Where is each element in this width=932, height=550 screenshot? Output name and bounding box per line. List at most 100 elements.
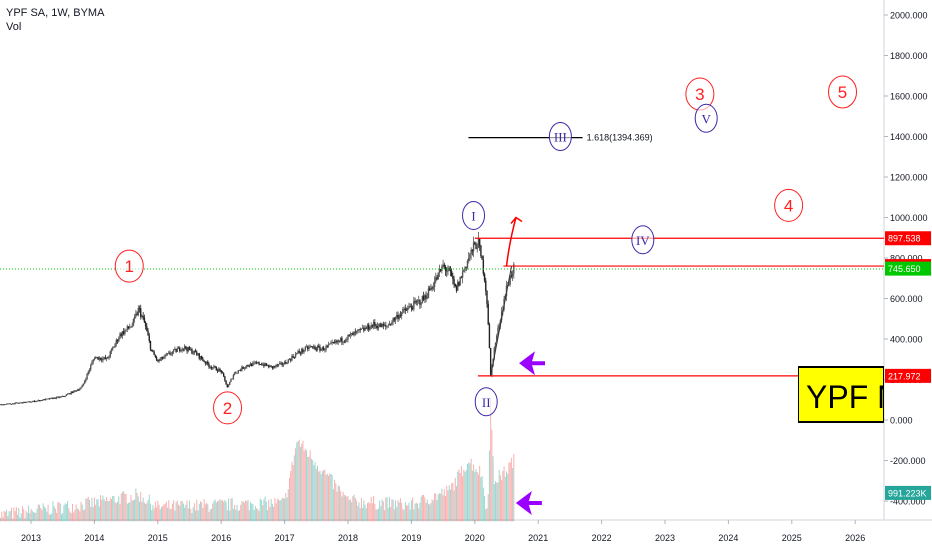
- candle-body: [486, 290, 488, 304]
- volume-bar: [343, 495, 345, 522]
- candle-body: [18, 402, 20, 404]
- candle-body: [255, 362, 258, 364]
- volume-bar: [338, 486, 340, 522]
- candle-body: [283, 361, 286, 365]
- wave-label: IV: [636, 233, 650, 248]
- volume-bar: [416, 503, 418, 522]
- volume-bar: [24, 518, 26, 522]
- candle-body: [70, 391, 72, 395]
- volume-bar: [241, 501, 243, 522]
- candle-body: [59, 396, 61, 398]
- candle-body: [372, 322, 375, 327]
- candle-body: [32, 400, 35, 402]
- candle-body: [203, 360, 205, 362]
- volume-bar: [181, 500, 183, 522]
- candle-body: [437, 272, 439, 280]
- candle-body: [207, 361, 209, 365]
- volume-bar: [246, 501, 248, 522]
- volume-bar: [488, 450, 490, 522]
- candle-body: [246, 365, 248, 368]
- volume-bar: [440, 493, 442, 522]
- candle-body: [471, 249, 474, 252]
- candle-body: [436, 277, 438, 280]
- volume-bar: [17, 514, 19, 522]
- volume-bar: [98, 506, 100, 522]
- volume-bar: [102, 495, 104, 522]
- candle-body: [296, 353, 298, 354]
- candle-body: [335, 340, 337, 343]
- volume-bar: [384, 510, 386, 522]
- candle-body: [238, 370, 241, 371]
- volume-bar: [436, 500, 438, 522]
- price-tick-label: 400.000: [890, 335, 923, 345]
- volume-bar: [349, 499, 351, 522]
- volume-bar: [364, 504, 366, 522]
- volume-bar: [19, 517, 21, 522]
- wave-label: 5: [838, 83, 847, 102]
- volume-bar: [162, 505, 164, 522]
- candle-body: [403, 308, 405, 310]
- wave-label: I: [471, 208, 475, 223]
- candle-body: [66, 394, 69, 395]
- candle-body: [344, 340, 347, 342]
- candle-body: [35, 401, 37, 403]
- volume-bar: [512, 467, 514, 522]
- volume-bar: [84, 509, 86, 522]
- candle-body: [426, 297, 428, 299]
- volume-bar: [275, 503, 277, 522]
- candle-body: [365, 327, 367, 329]
- volume-bar: [93, 497, 95, 522]
- candle-body: [62, 396, 64, 397]
- candle-body: [185, 346, 187, 349]
- volume-bar: [47, 504, 49, 522]
- candle-body: [129, 327, 131, 329]
- volume-bar: [425, 502, 427, 522]
- candle-body: [190, 349, 192, 351]
- volume-bar: [204, 504, 206, 522]
- volume-bar: [247, 499, 249, 522]
- candle-body: [191, 349, 193, 354]
- candle-body: [127, 326, 130, 328]
- volume-bar: [120, 493, 122, 522]
- candle-body: [91, 362, 93, 366]
- volume-bar: [168, 500, 170, 522]
- volume-bar: [325, 474, 327, 522]
- volume-bar: [21, 506, 23, 522]
- volume-bar: [421, 495, 423, 522]
- volume-bar: [35, 512, 37, 522]
- candle-body: [143, 317, 146, 323]
- volume-bar: [452, 482, 454, 522]
- volume-bar: [507, 473, 509, 522]
- candle-body: [475, 243, 477, 249]
- candle-body: [261, 364, 264, 366]
- volume-bar: [415, 502, 417, 522]
- volume-bar: [60, 514, 62, 522]
- volume-bar: [302, 440, 304, 522]
- volume-bar: [298, 439, 300, 522]
- volume-bar: [469, 463, 471, 522]
- candle-body: [316, 346, 319, 350]
- volume-bar: [154, 501, 156, 522]
- candle-body: [353, 331, 355, 336]
- volume-bar: [465, 469, 467, 522]
- volume-bar: [45, 508, 47, 522]
- candle-body: [264, 363, 266, 367]
- ticker-box-text: YPF M: [806, 379, 904, 415]
- volume-bar: [324, 469, 326, 522]
- candle-body: [8, 403, 10, 405]
- volume-bar: [10, 507, 12, 522]
- candle-body: [359, 329, 361, 330]
- candle-body: [188, 347, 191, 350]
- volume-bar: [446, 485, 448, 522]
- candle-body: [463, 270, 465, 272]
- candle-body: [318, 346, 320, 348]
- volume-bar: [134, 499, 136, 522]
- candle-body: [69, 393, 71, 395]
- volume-bar: [115, 503, 117, 522]
- candle-body: [87, 371, 90, 374]
- volume-bar: [13, 507, 15, 522]
- candle-body: [276, 364, 278, 366]
- wave-label: 4: [784, 196, 793, 215]
- candle-body: [455, 286, 458, 291]
